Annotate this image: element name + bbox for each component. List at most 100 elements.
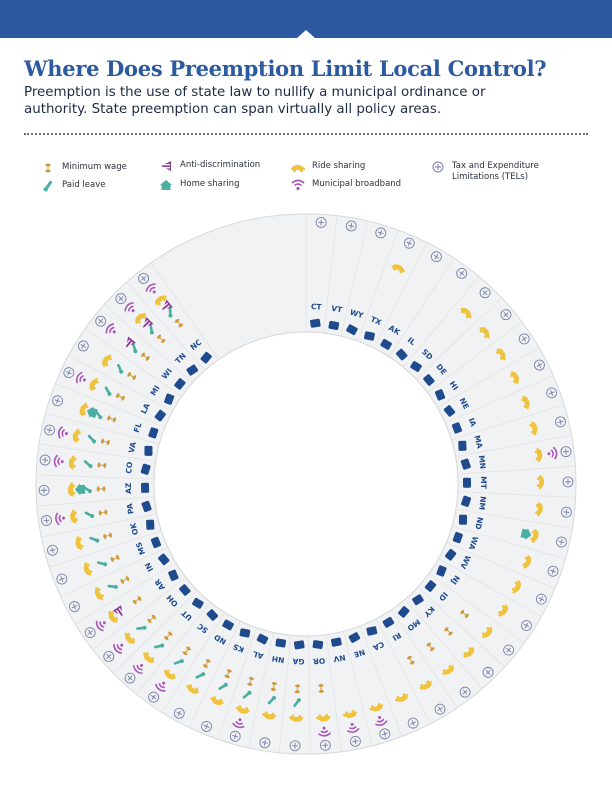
state-wedge-nd: ND — [458, 514, 568, 549]
wheel-divider — [188, 620, 241, 728]
state-shape — [150, 536, 162, 549]
wheel-divider — [150, 262, 220, 360]
state-shape — [382, 616, 395, 628]
legend-paid-leave: Paid leave — [40, 180, 105, 192]
wheel-divider — [161, 612, 226, 713]
legend-tel: Tax and Expenditure Limitations (TELs) — [430, 161, 572, 183]
wheel-divider — [438, 558, 542, 617]
wheel-divider — [113, 590, 198, 674]
state-shape — [461, 495, 472, 507]
wheel-divider — [68, 354, 173, 412]
state-shape — [309, 318, 321, 328]
wheel-divider — [388, 257, 454, 357]
legend-minimum-wage: Minimum wage — [40, 162, 127, 174]
wheel-divider — [457, 491, 576, 498]
legend-municipal-broadband: Municipal broadband — [290, 179, 401, 191]
wheel-divider — [247, 632, 274, 748]
wheel-divider — [217, 627, 257, 740]
state-shape — [312, 640, 324, 650]
wheel-divider — [55, 383, 166, 428]
legend-label: Ride sharing — [312, 161, 366, 171]
wheel-divider — [340, 221, 369, 337]
state-shape — [346, 324, 358, 336]
car-icon — [291, 165, 305, 173]
wheel-divider — [36, 496, 155, 507]
state-label: RI — [391, 630, 403, 642]
state-wedge-ga: GA — [289, 640, 305, 752]
state-label: OR — [312, 656, 325, 666]
state-label: NH — [271, 654, 285, 665]
wheel-divider — [41, 513, 158, 538]
state-wedge-va: VA — [43, 423, 153, 456]
state-wedge-vt: VT — [328, 219, 358, 330]
state-label: AL — [252, 649, 265, 661]
state-label: MN — [477, 455, 488, 470]
state-shape — [451, 422, 463, 434]
state-label: NM — [477, 496, 487, 511]
intro-text: Preemption is the use of state law to nu… — [24, 85, 486, 117]
state-wedge-ks: KS — [199, 628, 251, 734]
state-label: MA — [472, 434, 484, 449]
wheel-divider — [49, 530, 162, 568]
state-label: CA — [371, 640, 385, 653]
state-label: PA — [125, 503, 135, 515]
wheel-divider — [136, 602, 211, 695]
state-shape — [380, 338, 392, 350]
state-wedge-la: LA — [61, 365, 166, 422]
state-label: IL — [406, 335, 418, 347]
state-shape — [348, 632, 361, 643]
state-shape — [364, 331, 375, 341]
state-wedge-mn: MN — [460, 445, 573, 470]
state-shape — [275, 638, 287, 648]
state-wedge-ms: MS — [54, 536, 162, 587]
state-shape — [396, 348, 408, 361]
equality-icon — [161, 161, 171, 171]
state-label: NJ — [449, 574, 462, 587]
state-shape — [192, 597, 204, 609]
state-shape — [293, 640, 305, 650]
legend-label: Home sharing — [180, 179, 240, 189]
state-shape — [444, 548, 457, 561]
state-wedge-co: CO — [39, 454, 151, 475]
state-shape — [154, 409, 166, 422]
wheel-divider — [104, 304, 193, 384]
legend-label: Paid leave — [62, 180, 106, 190]
state-label: ND — [473, 516, 485, 530]
wheel-divider — [415, 297, 502, 380]
wheel-divider — [417, 586, 505, 668]
state-shape — [168, 569, 179, 581]
state-shape — [140, 463, 151, 475]
state-wedge-pa: PA — [40, 500, 152, 527]
state-label: VT — [331, 304, 344, 315]
state-wedge-tn: TN — [113, 291, 199, 376]
legend-anti-discrimination: Anti-discrimination — [158, 160, 260, 172]
thermometer-icon — [43, 180, 53, 192]
state-wedge-ct: CT — [309, 216, 327, 328]
wheel-divider — [359, 625, 403, 737]
state-shape — [206, 609, 219, 621]
wheel-divider — [60, 546, 168, 597]
state-wedge-ok: OK — [45, 519, 155, 557]
state-wedge-az: AZ — [38, 482, 150, 497]
state-shape — [328, 320, 340, 330]
state-wedge-ne: NE — [348, 632, 392, 741]
state-label: CO — [124, 461, 134, 474]
wheel-divider — [357, 229, 399, 342]
state-wedge-tx: TX — [364, 236, 417, 341]
wheel-divider — [455, 508, 573, 529]
state-wedge-nv: NV — [330, 637, 362, 748]
state-label: ID — [437, 590, 450, 603]
wheel-divider — [308, 635, 311, 754]
state-shape — [186, 364, 199, 376]
state-shape — [256, 633, 269, 645]
legend-ride-sharing: Ride sharing — [290, 161, 365, 173]
state-label: GA — [292, 657, 305, 667]
state-wedge-nm: NM — [461, 495, 573, 519]
wheel-divider — [445, 375, 554, 424]
wheel-divider — [45, 412, 160, 445]
legend-home-sharing: Home sharing — [158, 179, 239, 191]
state-shape — [423, 374, 435, 386]
dollar-icon — [45, 163, 51, 173]
state-shape — [174, 378, 186, 390]
state-label: NV — [332, 653, 346, 664]
